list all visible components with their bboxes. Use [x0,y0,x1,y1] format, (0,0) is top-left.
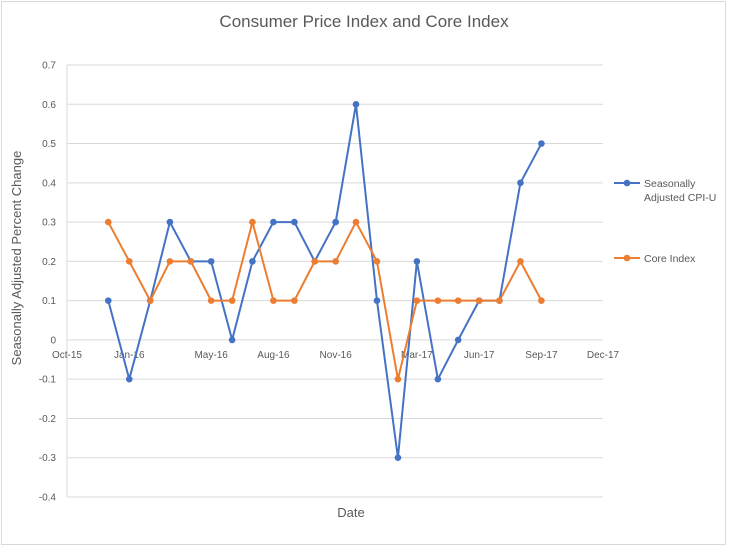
y-axis-title: Seasonally Adjusted Percent Change [9,151,24,366]
x-axis-title: Date [337,505,364,520]
data-point [207,297,215,304]
x-tick-label: Mar-17 [401,350,433,361]
data-point [228,336,236,344]
series-line-1 [107,221,543,381]
data-point [104,297,112,304]
data-point [187,258,195,265]
data-point [270,297,277,304]
data-point [166,258,174,265]
data-point [373,258,381,265]
y-tick-label: 0.5 [42,139,56,150]
data-point [538,140,545,147]
y-tick-label: -0.1 [39,375,57,386]
data-point [434,375,442,383]
data-point [413,258,421,265]
legend-marker-core [623,254,631,262]
legend-label-core: Core Index [644,253,696,265]
data-point [311,258,318,265]
y-tick-label: 0.6 [42,100,56,111]
x-tick-label: Nov-16 [320,350,353,361]
x-tick-label: Oct-15 [52,350,82,361]
data-point [332,258,339,265]
data-point [434,297,442,304]
series-layer [104,100,545,462]
legend-marker-cpi [623,179,631,187]
data-point [496,297,503,304]
y-tick-label: 0.2 [42,257,56,268]
y-tick-label: 0.4 [42,178,56,189]
y-tick-label: 0.3 [42,218,56,229]
x-tick-label: Sep-17 [525,350,558,361]
data-point [517,179,524,187]
y-tick-label: 0 [50,335,56,346]
y-tick-label: -0.4 [39,493,57,504]
data-point [475,297,483,304]
legend: Seasonally Adjusted CPI-U Core Index [614,178,716,265]
y-tick-label: 0.7 [42,61,56,72]
x-tick-label: May-16 [194,350,228,361]
data-point [146,297,154,304]
data-point [332,218,339,226]
y-axis-ticks: 0.7 0.6 0.5 0.4 0.3 0.2 0.1 0 -0.1 -0.2 -0.3 -0.4 [39,61,57,504]
y-tick-label: -0.3 [39,453,57,464]
series-line-0 [107,103,543,459]
data-point [249,258,256,265]
x-tick-label: Dec-17 [587,350,620,361]
data-point [270,218,277,226]
data-point [454,297,462,304]
data-point [228,297,236,304]
x-tick-label: Jan-16 [114,350,145,361]
data-point [125,258,133,265]
data-point [207,258,215,265]
data-point [291,218,298,226]
data-point [413,297,421,304]
data-point [394,454,402,462]
data-point [104,218,112,226]
y-tick-label: 0.1 [42,296,56,307]
data-point [517,258,524,265]
legend-label-cpi-line1: Seasonally [644,178,696,190]
x-tick-label: Aug-16 [257,350,290,361]
chart-title: Consumer Price Index and Core Index [219,12,509,31]
gridlines [66,64,603,498]
data-point [166,218,174,226]
y-tick-label: -0.2 [39,414,57,425]
data-point [454,336,462,344]
data-point [352,218,360,226]
data-point [352,100,360,108]
data-point [538,297,545,304]
data-point [249,218,256,226]
data-point [394,375,402,383]
x-tick-label: Jun-17 [464,350,495,361]
data-point [373,297,381,304]
data-point [291,297,298,304]
x-axis-ticks: Oct-15 Jan-16 May-16 Aug-16 Nov-16 Mar-17 Jun-… [52,350,620,361]
legend-label-cpi-line2: Adjusted CPI-U [644,192,716,204]
data-point [125,375,133,383]
